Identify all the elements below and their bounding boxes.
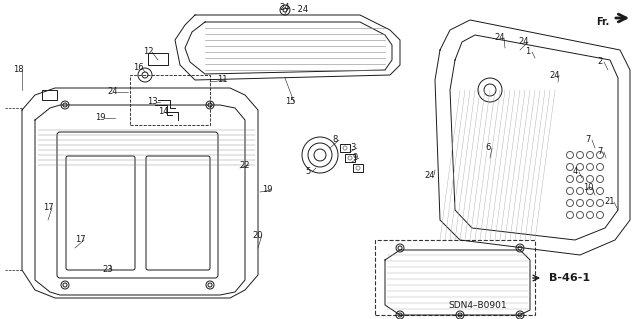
Bar [340,144,350,152]
Text: 17: 17 [75,235,85,244]
Bar [148,53,168,65]
Text: 16: 16 [132,63,143,72]
Text: 13: 13 [147,98,157,107]
Text: SDN4–B0901: SDN4–B0901 [449,300,508,309]
Text: 22: 22 [240,160,250,169]
Text: 19: 19 [95,114,105,122]
Bar [42,90,57,100]
Bar [130,75,210,125]
Bar [353,164,363,172]
Bar [345,154,355,162]
Text: B-46-1: B-46-1 [549,273,591,283]
Text: 11: 11 [217,76,227,85]
Text: 24: 24 [108,87,118,97]
Text: 24: 24 [425,170,435,180]
Text: 2: 2 [597,57,603,66]
Text: 7: 7 [586,136,591,145]
Text: 17: 17 [43,204,53,212]
Text: 21: 21 [605,197,615,206]
Text: 4: 4 [572,167,578,176]
Text: 24: 24 [280,3,291,11]
Text: 19: 19 [262,186,272,195]
Text: 24: 24 [519,38,529,47]
Text: 5: 5 [305,167,310,176]
Text: - 24: - 24 [292,5,308,14]
Text: 9: 9 [353,153,358,162]
Text: 14: 14 [157,108,168,116]
Text: 6: 6 [485,144,491,152]
Text: 7: 7 [597,147,603,157]
Text: 15: 15 [285,98,295,107]
Text: 12: 12 [143,48,153,56]
Text: 1: 1 [525,48,531,56]
Text: Fr.: Fr. [596,17,610,27]
Text: 10: 10 [583,183,593,192]
Text: 18: 18 [13,65,23,75]
Text: 23: 23 [102,265,113,275]
Text: 3: 3 [350,144,356,152]
Text: 24: 24 [495,33,505,42]
Bar [375,240,535,315]
Text: 24: 24 [550,70,560,79]
Text: 20: 20 [253,231,263,240]
Text: 8: 8 [332,136,338,145]
